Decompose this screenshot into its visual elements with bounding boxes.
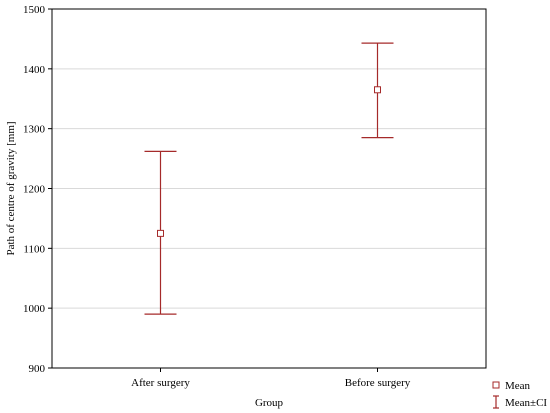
y-tick-label: 900 [29, 363, 46, 375]
y-tick-label: 1400 [23, 64, 46, 76]
series-marks [144, 42, 394, 315]
legend-mean-marker [492, 381, 500, 389]
mean-marker [157, 229, 164, 237]
y-tick-label: 1100 [23, 243, 45, 255]
y-tick-label: 1300 [23, 124, 46, 136]
y-tick-label: 1500 [23, 4, 46, 16]
grid-lines [52, 68, 486, 309]
legend-ci-label: Mean±CI [505, 397, 547, 409]
x-axis-ticks: After surgery Before surgery [131, 368, 411, 389]
x-tick-label: After surgery [131, 377, 190, 389]
y-axis-ticks: 900 1000 1100 1200 1300 1400 1500 [23, 4, 52, 375]
x-tick-label: Before surgery [345, 377, 411, 389]
legend: Mean Mean±CI [492, 380, 547, 409]
legend-ci-marker [493, 395, 499, 409]
mean-marker [374, 86, 381, 94]
x-axis-label: Group [255, 397, 284, 409]
y-tick-label: 1200 [23, 184, 46, 196]
y-tick-label: 1000 [23, 303, 46, 315]
y-axis-label: Path of centre of gravity [mm] [5, 121, 17, 255]
legend-mean-label: Mean [505, 380, 531, 392]
